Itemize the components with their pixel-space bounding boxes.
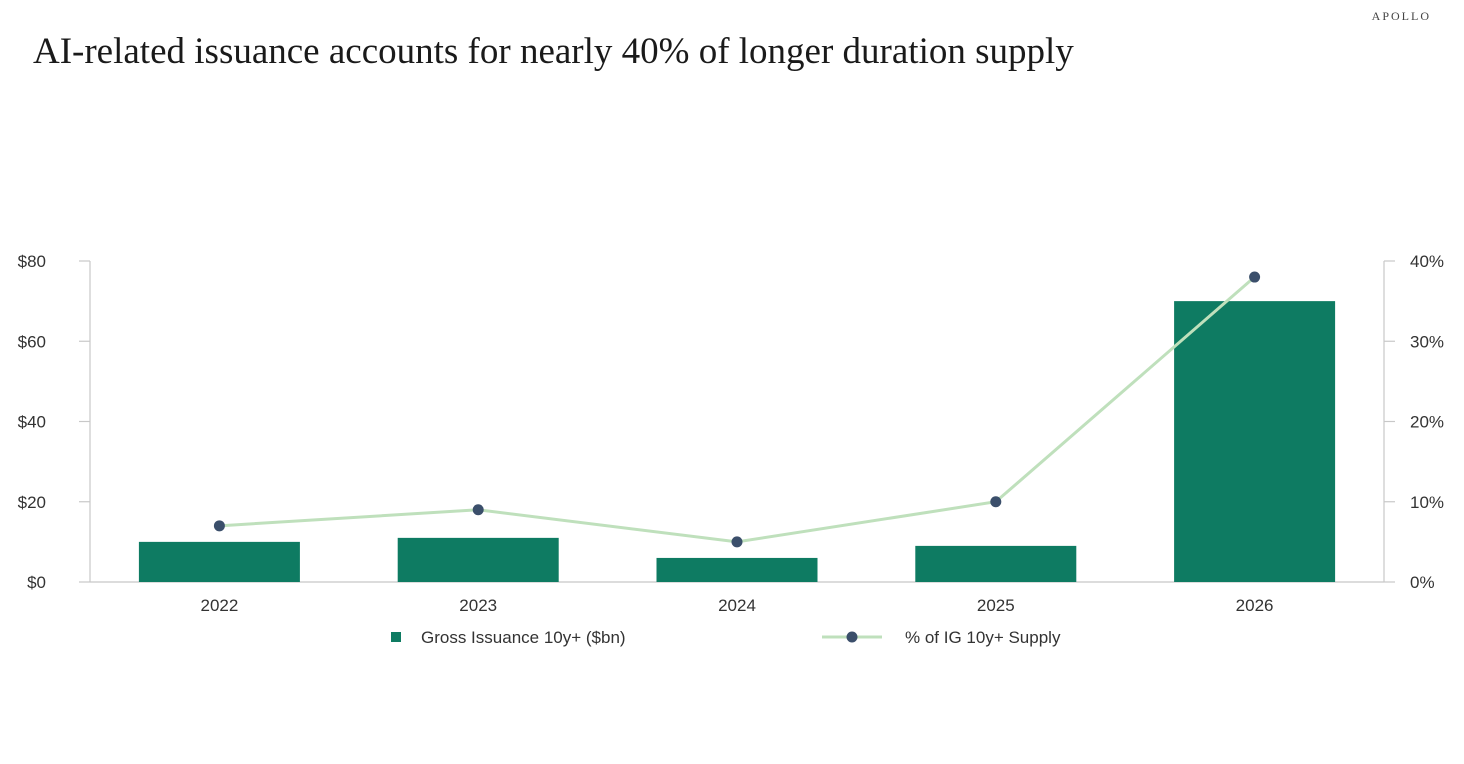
- bar-2024: [656, 557, 818, 582]
- left-tick-label: $80: [18, 252, 46, 271]
- left-tick-label: $60: [18, 332, 46, 351]
- right-tick-label: 10%: [1410, 493, 1444, 512]
- x-tick-label: 2024: [718, 596, 756, 615]
- left-tick-label: $20: [18, 493, 46, 512]
- legend-bar-swatch: [391, 632, 401, 642]
- x-axis-labels: 2022 2023 2024 2025 2026: [200, 596, 1273, 615]
- chart-axes: $0 $20 $40 $60 $80 0% 10% 20% 30% 40%: [18, 252, 1444, 592]
- line-point-2023: [472, 504, 484, 516]
- bar-2026: [1174, 301, 1336, 582]
- line-point-2025: [990, 496, 1002, 508]
- right-tick-label: 20%: [1410, 413, 1444, 432]
- line-series: [213, 271, 1261, 548]
- right-tick-label: 40%: [1410, 252, 1444, 271]
- right-tick-label: 0%: [1410, 573, 1435, 592]
- bar-2022: [138, 541, 300, 582]
- legend-bar-label: Gross Issuance 10y+ ($bn): [421, 628, 626, 647]
- line-path: [219, 275, 1256, 544]
- bar-2025: [915, 545, 1077, 582]
- line-point-2024: [731, 536, 743, 548]
- line-point-2022: [213, 520, 225, 532]
- legend-line-label: % of IG 10y+ Supply: [905, 628, 1061, 647]
- left-tick-label: $0: [27, 573, 46, 592]
- x-tick-label: 2023: [459, 596, 497, 615]
- x-tick-label: 2026: [1236, 596, 1274, 615]
- chart-legend: Gross Issuance 10y+ ($bn) % of IG 10y+ Su…: [391, 628, 1061, 647]
- line-point-2026: [1249, 271, 1261, 283]
- x-tick-label: 2025: [977, 596, 1015, 615]
- brand-logo: APOLLO: [1371, 9, 1431, 23]
- chart-title: AI-related issuance accounts for nearly …: [33, 31, 1074, 72]
- legend-line-marker: [846, 631, 858, 643]
- bar-2023: [397, 537, 559, 582]
- x-tick-label: 2022: [200, 596, 238, 615]
- bar-series: [138, 301, 1336, 582]
- left-tick-label: $40: [18, 413, 46, 432]
- right-tick-label: 30%: [1410, 332, 1444, 351]
